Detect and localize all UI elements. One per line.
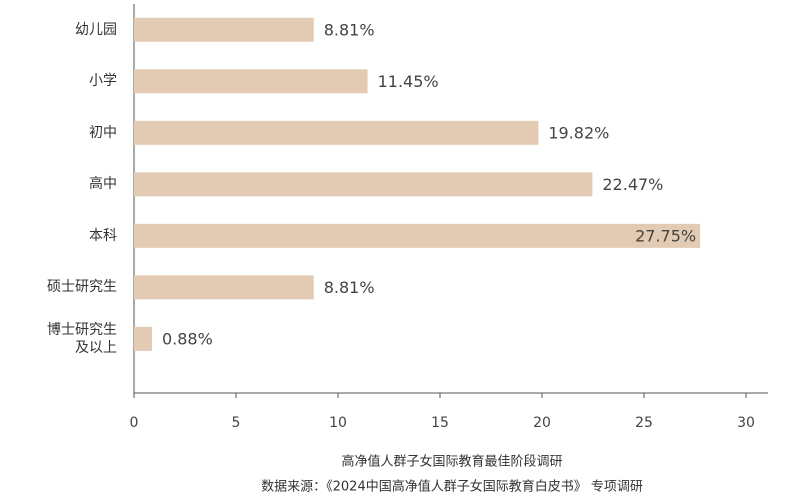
- value-label: 8.81%: [324, 20, 375, 39]
- y-tick-label: 幼儿园: [75, 21, 117, 38]
- bar: [134, 17, 314, 42]
- value-label: 27.75%: [635, 226, 696, 245]
- bar: [134, 172, 593, 197]
- x-tick-label: 20: [533, 415, 551, 431]
- y-tick-label: 小学: [89, 73, 117, 90]
- value-label: 19.82%: [548, 123, 609, 142]
- y-tick-label: 初中: [89, 124, 117, 141]
- x-tick-label: 25: [635, 415, 653, 431]
- value-label: 0.88%: [162, 329, 213, 348]
- bar: [134, 275, 314, 300]
- x-tick-label: 10: [329, 415, 347, 431]
- bar: [134, 69, 368, 94]
- y-tick-label: 硕士研究生: [47, 279, 117, 296]
- value-label: 22.47%: [602, 175, 663, 194]
- value-label: 8.81%: [324, 278, 375, 297]
- value-label: 11.45%: [378, 72, 439, 91]
- y-tick-label: 本科: [89, 227, 117, 244]
- bar: [134, 326, 152, 351]
- x-tick-label: 15: [431, 415, 449, 431]
- x-tick-label: 5: [232, 415, 241, 431]
- bar: [134, 120, 539, 145]
- bar: [134, 223, 701, 248]
- chart-title: 高净值人群子女国际教育最佳阶段调研: [341, 454, 562, 470]
- chart-subtitle: 数据来源：《2024中国高净值人群子女国际教育白皮书》 专项调研: [261, 479, 643, 495]
- x-tick-label: 30: [737, 415, 755, 431]
- x-tick-label: 0: [130, 415, 139, 431]
- y-tick-label: 博士研究生及以上: [47, 321, 117, 356]
- y-tick-label: 高中: [89, 176, 117, 193]
